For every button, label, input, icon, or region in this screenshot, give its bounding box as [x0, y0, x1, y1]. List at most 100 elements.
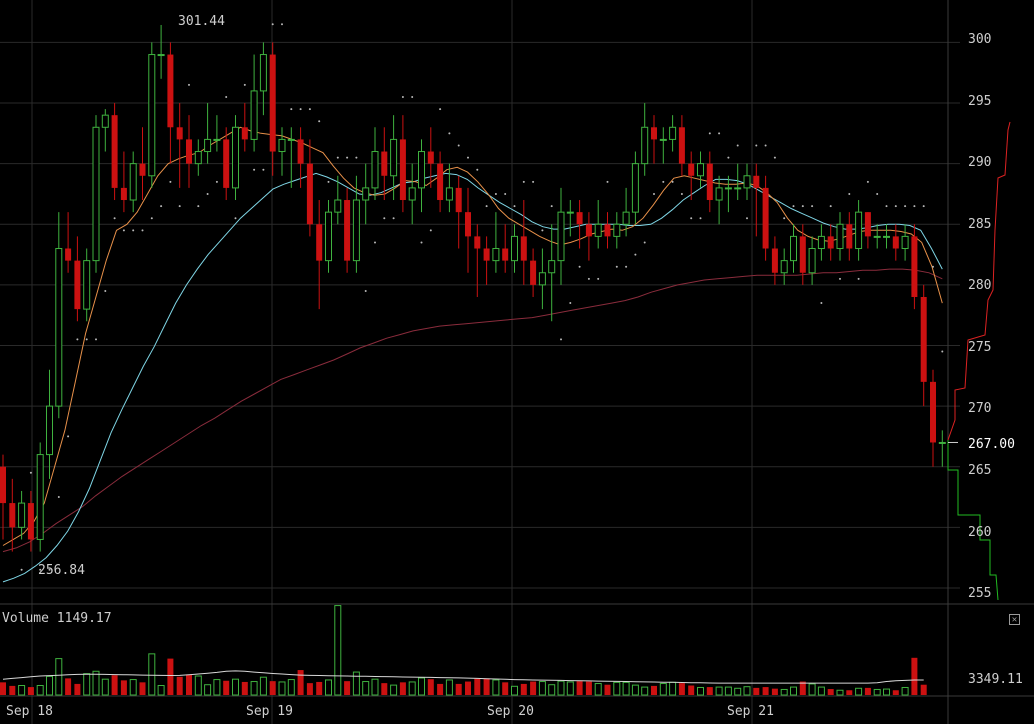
- volume-bar: [790, 686, 797, 696]
- candle-body: [204, 138, 212, 153]
- candle-body: [688, 163, 695, 176]
- candle-body: [390, 138, 398, 177]
- sar-dot: [913, 205, 916, 208]
- sar-dot: [941, 350, 944, 353]
- sar-dot: [206, 192, 209, 195]
- candle-body: [492, 248, 500, 262]
- sar-dot: [150, 217, 153, 220]
- sar-dot: [364, 289, 367, 292]
- volume-axis-label: 3349.11: [968, 672, 1023, 687]
- volume-bar: [157, 685, 165, 696]
- candle-body: [399, 139, 406, 201]
- sar-dot: [20, 568, 23, 571]
- candle-body: [287, 138, 295, 141]
- candle-body: [799, 236, 806, 273]
- candle-body: [65, 248, 72, 261]
- sar-dot: [485, 205, 488, 208]
- volume-bar: [139, 682, 146, 695]
- volume-bars: [0, 605, 927, 696]
- sar-dot: [504, 192, 507, 195]
- candle-body: [901, 235, 909, 250]
- candle-body: [734, 187, 742, 190]
- sar-dot: [885, 205, 888, 208]
- candle-body: [418, 151, 425, 189]
- sar-dot: [811, 205, 814, 208]
- candle-body: [530, 260, 537, 285]
- volume-bar: [250, 681, 258, 696]
- candle-body: [483, 248, 490, 261]
- candle-body: [762, 187, 769, 249]
- volume-bar: [911, 657, 918, 695]
- volume-bar: [631, 684, 639, 696]
- volume-bar: [576, 681, 583, 695]
- volume-bar: [688, 685, 695, 695]
- candle-body: [846, 224, 853, 249]
- sar-dot: [308, 108, 311, 111]
- candle-body: [604, 224, 611, 237]
- tick-label-290: 290: [968, 155, 991, 170]
- candle-body: [297, 139, 304, 164]
- volume-bar: [334, 605, 342, 696]
- candle-body: [36, 454, 44, 540]
- volume-bar: [659, 683, 667, 696]
- sar-dot: [95, 338, 97, 341]
- sar-dot: [727, 156, 730, 159]
- sar-dot: [411, 95, 414, 98]
- volume-bar: [622, 681, 630, 696]
- candle-body: [613, 223, 621, 237]
- candle-body: [790, 235, 797, 262]
- volume-bar: [352, 671, 360, 696]
- sar-dot: [67, 435, 70, 438]
- tick-label-270: 270: [968, 401, 991, 416]
- volume-bar: [474, 678, 481, 695]
- candle-body: [771, 248, 778, 273]
- sar-dot: [169, 180, 172, 183]
- sar-dot: [141, 229, 144, 232]
- volume-bar: [408, 681, 416, 696]
- sar-dot: [866, 180, 869, 183]
- volume-bar: [920, 684, 927, 695]
- volume-bar: [381, 683, 388, 695]
- candle-body: [743, 175, 751, 189]
- tick-label-275: 275: [968, 340, 991, 355]
- volume-ma-line: [2, 670, 924, 684]
- volume-bar: [465, 681, 471, 695]
- sar-dot: [281, 23, 283, 26]
- volume-bar: [297, 670, 304, 695]
- volume-bar: [780, 688, 788, 696]
- sar-dot: [467, 156, 469, 159]
- sar-dot: [904, 205, 907, 208]
- x-tick-sep-19: Sep 19: [246, 704, 293, 719]
- volume-bar: [445, 679, 453, 696]
- low-price-annotation: 256.84: [38, 563, 85, 578]
- volume-bar: [371, 678, 379, 696]
- sar-dot: [448, 132, 451, 135]
- tick-label-300: 300: [968, 32, 991, 47]
- volume-bar: [232, 678, 239, 696]
- sar-dot: [671, 180, 674, 183]
- market-depth: [947, 121, 1011, 601]
- x-tick-sep-21: Sep 21: [727, 704, 774, 719]
- candle-body: [157, 54, 165, 57]
- volume-bar: [585, 681, 592, 695]
- sar-dot: [792, 205, 795, 208]
- candle-body: [250, 90, 258, 140]
- volume-bar: [492, 679, 500, 696]
- volume-bar: [901, 686, 909, 696]
- volume-bar: [399, 682, 406, 695]
- volume-bar: [186, 674, 192, 695]
- candle-body: [715, 187, 723, 201]
- volume-bar: [223, 680, 230, 695]
- close-icon[interactable]: ✕: [1009, 614, 1020, 625]
- volume-bar: [669, 681, 677, 696]
- candle-body: [641, 126, 649, 165]
- candle-body: [502, 248, 509, 261]
- tick-label-295: 295: [968, 94, 991, 109]
- volume-bar: [604, 684, 611, 695]
- volume-bar: [204, 684, 212, 696]
- sar-dot: [253, 168, 256, 171]
- sar-dot: [215, 180, 218, 183]
- volume-bar: [74, 683, 81, 695]
